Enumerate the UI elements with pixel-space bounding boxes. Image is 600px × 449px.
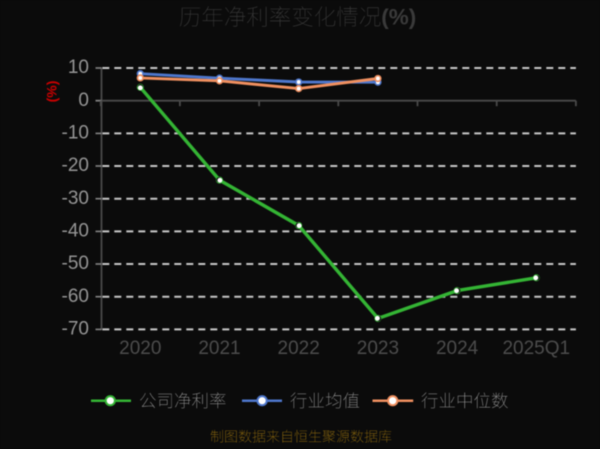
svg-text:2024: 2024 [436, 338, 479, 359]
svg-text:(%): (%) [44, 81, 60, 103]
svg-text:2022: 2022 [278, 338, 320, 359]
svg-text:2020: 2020 [119, 338, 161, 359]
svg-text:2023: 2023 [357, 338, 399, 359]
svg-text:-10: -10 [62, 123, 89, 144]
svg-text:-50: -50 [62, 253, 89, 274]
svg-text:-60: -60 [62, 286, 89, 307]
svg-text:0: 0 [78, 90, 89, 111]
svg-text:2021: 2021 [198, 338, 240, 359]
svg-text:(%): (%) [381, 5, 416, 30]
svg-text:2025Q1: 2025Q1 [502, 338, 570, 359]
svg-text:10: 10 [68, 57, 89, 78]
svg-text:-70: -70 [62, 319, 89, 340]
svg-text:-20: -20 [62, 155, 89, 176]
svg-text:-30: -30 [62, 188, 89, 209]
svg-text:-40: -40 [62, 221, 89, 242]
